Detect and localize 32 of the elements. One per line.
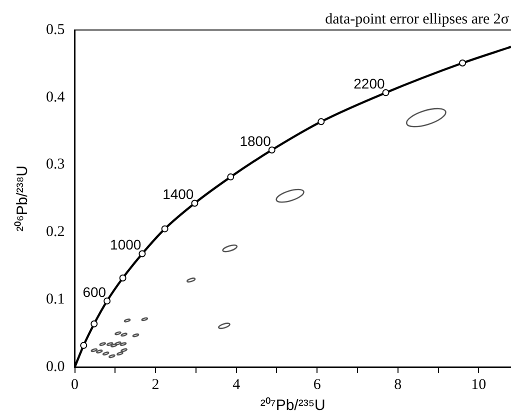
y-tick-label: 0.4 — [46, 89, 66, 106]
point — [268, 146, 276, 154]
point — [459, 60, 466, 67]
annotation: 600 — [82, 284, 106, 300]
point — [104, 297, 111, 304]
x-tick-label: 6 — [313, 376, 322, 393]
point — [191, 200, 198, 207]
point — [80, 342, 88, 349]
y-tick-label: 0.0 — [46, 358, 65, 375]
point — [119, 274, 126, 282]
annotation: 1400 — [162, 186, 194, 202]
x-tick-label: 2 — [152, 376, 160, 393]
x-axis-title: ²⁰⁷Pb/²³⁵U — [260, 397, 326, 414]
annotation: 1800 — [240, 132, 272, 149]
y-tick-label: 0.3 — [46, 156, 65, 173]
x-tick-label: 10 — [471, 376, 486, 393]
y-axis-title: ²⁰⁶Pb/²³⁸U — [14, 166, 32, 232]
point — [90, 320, 98, 328]
point — [227, 173, 234, 180]
text: data-point error ellipses are 2σ — [325, 11, 509, 28]
x-tick-label: 0 — [71, 376, 78, 393]
point — [318, 118, 325, 126]
y-tick-label: 0.1 — [46, 292, 65, 308]
x-tick-label: 4 — [232, 376, 241, 393]
y-tick-label: 0.5 — [46, 22, 65, 38]
annotation: 1000 — [110, 236, 142, 253]
x-tick-label: 8 — [394, 376, 402, 393]
y-tick-label: 0.2 — [46, 224, 65, 240]
point — [138, 250, 146, 258]
point — [382, 89, 390, 96]
annotation: 2200 — [354, 76, 385, 92]
point — [161, 225, 168, 232]
